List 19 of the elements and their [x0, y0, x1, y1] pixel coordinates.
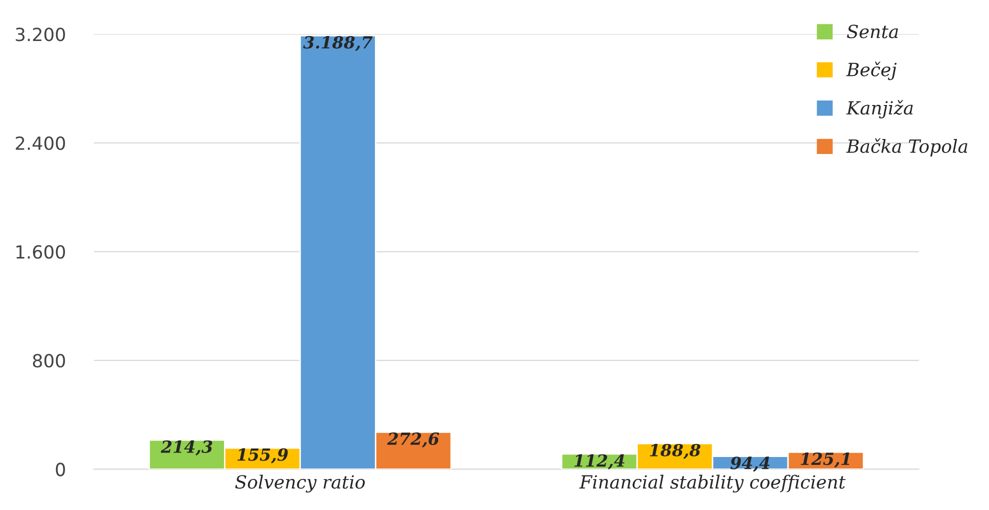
x-tick-label: Solvency ratio: [235, 474, 365, 492]
data-label: 272,6: [387, 432, 440, 448]
data-label: 214,3: [160, 440, 212, 456]
y-tick-label: 1.600: [16, 245, 65, 259]
legend-label: Senta: [846, 24, 898, 38]
data-label: 112,4: [574, 454, 624, 470]
x-tick-label: Financial stability coefficient: [579, 474, 846, 492]
legend-label: Bečej: [846, 62, 897, 80]
data-label: 125,1: [800, 452, 850, 468]
legend-label: Bačka Topola: [846, 138, 968, 156]
y-tick-label: 0: [56, 462, 65, 476]
y-tick-label: 800: [32, 354, 65, 368]
y-tick-label: 2.400: [16, 136, 65, 150]
data-label: 155,9: [237, 448, 288, 464]
data-label: 188,8: [650, 444, 700, 459]
data-label: 94,4: [730, 456, 770, 472]
legend-label: Kanjiža: [846, 100, 913, 118]
y-tick-label: 3.200: [16, 28, 65, 42]
data-label: 3.188,7: [303, 36, 372, 52]
